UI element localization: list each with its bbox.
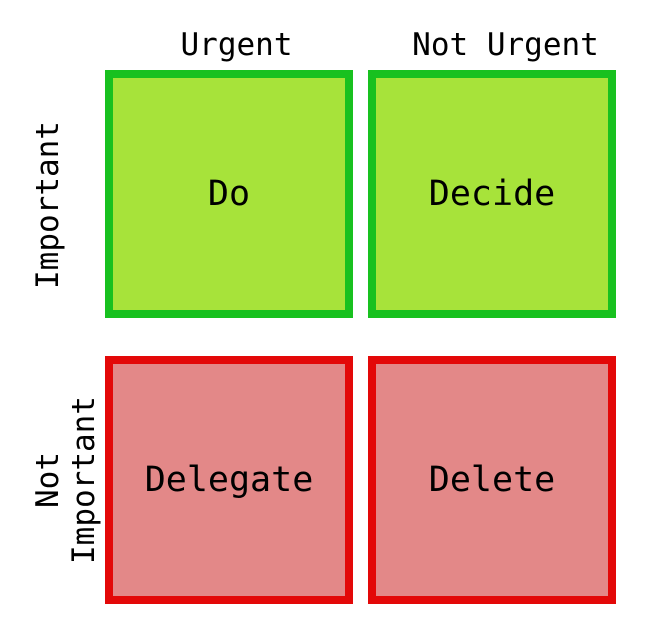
cell-delete: Delete — [368, 356, 616, 604]
col-header-urgent: Urgent — [105, 20, 368, 70]
column-headers: Urgent Not Urgent — [105, 20, 643, 70]
row-label-not-important: Not Important — [30, 340, 105, 620]
cells-row-0: Do Decide — [105, 70, 616, 340]
cell-delegate: Delegate — [105, 356, 353, 604]
col-header-not-urgent: Not Urgent — [368, 20, 643, 70]
row-not-important: Not Important Delegate Delete — [30, 340, 643, 620]
eisenhower-matrix: Urgent Not Urgent Important Do Decide No… — [30, 20, 643, 620]
row-label-important: Important — [30, 70, 105, 340]
cells-row-1: Delegate Delete — [105, 356, 616, 604]
cell-decide: Decide — [368, 70, 616, 318]
row-important: Important Do Decide — [30, 70, 643, 340]
cell-do: Do — [105, 70, 353, 318]
